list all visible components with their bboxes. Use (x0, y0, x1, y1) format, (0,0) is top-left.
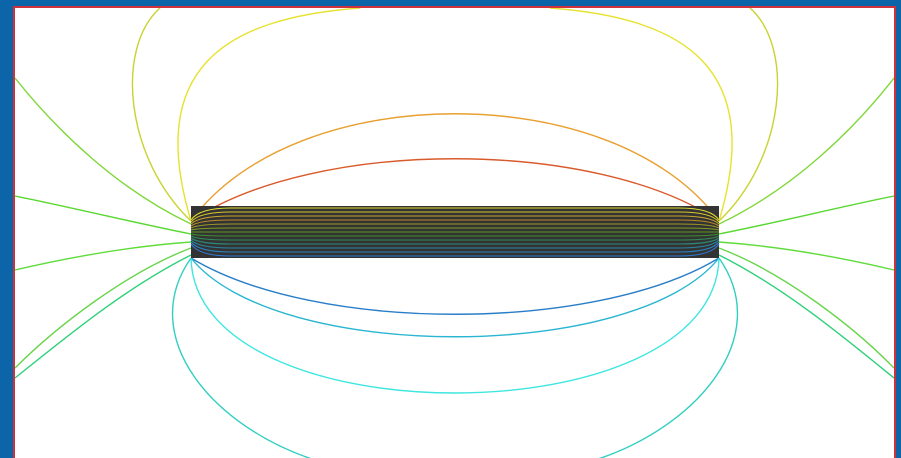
field-line-plot (15, 8, 894, 458)
field-line-bottom-2 (190, 257, 720, 338)
side-field-lines (15, 195, 894, 369)
field-line-top-2 (190, 113, 720, 222)
magnet-internal-line (190, 241, 720, 253)
magnet-internal-line (190, 237, 720, 245)
magnet-internal-line (190, 243, 720, 257)
field-line-bottom-3 (190, 257, 720, 394)
magnet-internal-line (190, 233, 720, 237)
field-line-side-2 (15, 241, 894, 271)
magnet-internal-line (190, 239, 720, 249)
field-line-bottom-1 (190, 257, 720, 315)
magnet-internal-line (190, 219, 720, 227)
plot-frame (13, 6, 896, 458)
magnet-internal-line (190, 227, 720, 231)
field-line-top-3 (177, 8, 733, 222)
field-line-bottom-4 (171, 257, 739, 458)
field-line-side-3 (15, 247, 894, 369)
field-line-top-4 (131, 8, 779, 222)
magnet-internal-line (190, 207, 720, 221)
lower-field-lines (15, 254, 894, 458)
magnet-internal-line (190, 223, 720, 229)
magnet-internal-lines (190, 207, 720, 257)
field-line-top-5 (15, 77, 894, 225)
magnet-internal-line (190, 235, 720, 241)
field-line-side-1 (15, 195, 894, 235)
magnet-internal-line (190, 211, 720, 223)
upper-field-lines (15, 8, 894, 225)
field-line-top-1 (190, 158, 720, 222)
field-line-bottom-5 (15, 254, 894, 379)
bar-magnet (190, 206, 720, 258)
magnet-internal-line (190, 215, 720, 225)
